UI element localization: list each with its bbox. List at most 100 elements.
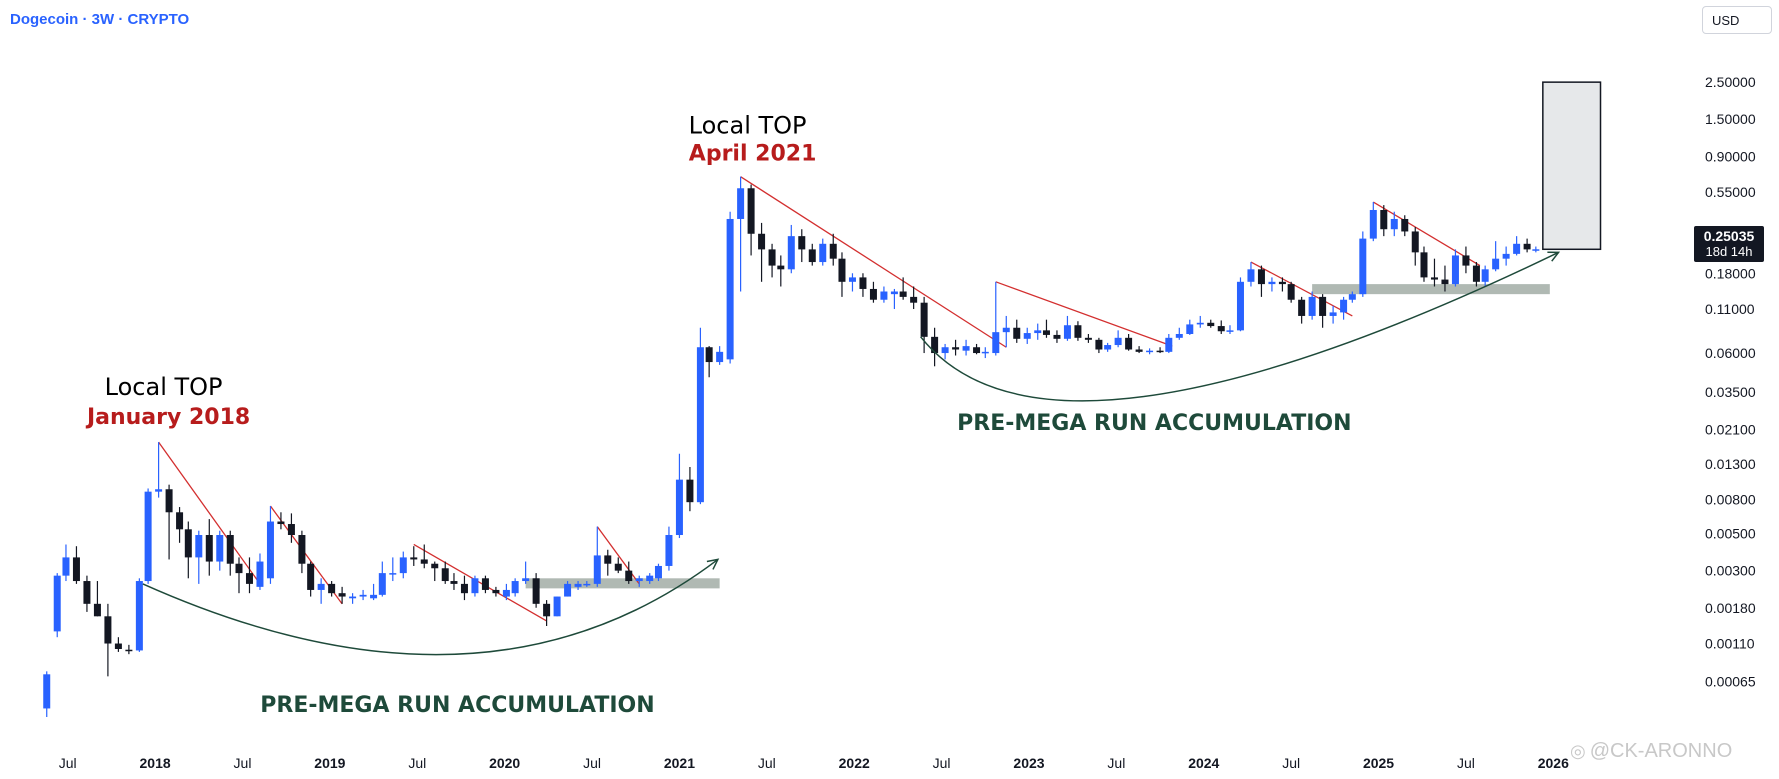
currency-button[interactable]: USD xyxy=(1702,6,1772,34)
candle-up xyxy=(1329,312,1337,316)
candle-down xyxy=(1298,299,1306,316)
candle-up xyxy=(1451,255,1459,285)
candle-up xyxy=(155,489,163,492)
accumulation-label-2: PRE-MEGA RUN ACCUMULATION xyxy=(957,411,1351,436)
candle-down xyxy=(747,188,755,234)
candle-up xyxy=(553,596,561,617)
candle-down xyxy=(1380,209,1388,230)
candle-down xyxy=(931,336,939,354)
candle-up xyxy=(522,578,530,582)
candle-down xyxy=(973,347,981,354)
candle-up xyxy=(890,291,898,295)
candle-up xyxy=(574,583,582,587)
candle-up xyxy=(1513,243,1521,254)
candle-up xyxy=(502,589,510,597)
accumulation-curve xyxy=(920,251,1559,402)
camera-icon: ◎ xyxy=(1570,741,1586,761)
candle-up xyxy=(1348,294,1356,300)
candle-down xyxy=(1217,326,1225,332)
y-tick-label: 0.02100 xyxy=(1705,421,1756,437)
candle-up xyxy=(1226,330,1234,332)
candle-up xyxy=(848,277,856,282)
candle-down xyxy=(1523,243,1531,250)
candle-down xyxy=(1053,334,1061,339)
candle-down xyxy=(235,563,243,574)
candle-up xyxy=(583,583,591,586)
support-zones xyxy=(525,284,1550,589)
y-tick-label: 0.90000 xyxy=(1705,148,1756,164)
candle-down xyxy=(1411,231,1419,253)
candle-up xyxy=(216,535,224,562)
candle-up xyxy=(1481,269,1489,282)
candle-down xyxy=(869,288,877,300)
candle-down xyxy=(93,603,101,617)
y-tick-label: 0.01300 xyxy=(1705,456,1756,472)
last-price: 0.25035 xyxy=(1703,228,1755,244)
trendline xyxy=(158,441,261,585)
candle-down xyxy=(838,258,846,282)
candle-down xyxy=(114,643,122,650)
x-tick-label: 2026 xyxy=(1538,755,1569,771)
x-tick-label: Jul xyxy=(408,755,426,771)
candle-down xyxy=(829,243,837,259)
x-tick-label: 2020 xyxy=(489,755,520,771)
candle-down xyxy=(184,529,192,558)
candle-up xyxy=(635,578,643,582)
candle-up xyxy=(675,479,683,536)
candle-up xyxy=(195,535,203,558)
y-tick-label: 0.11000 xyxy=(1705,301,1755,317)
candle-down xyxy=(104,616,112,644)
trendlines xyxy=(158,176,1481,622)
candle-down xyxy=(1156,350,1164,353)
candle-up xyxy=(646,575,654,582)
candle-up xyxy=(1196,322,1204,325)
trendline xyxy=(1250,261,1353,317)
candle-down xyxy=(808,249,816,263)
candle-up xyxy=(1268,281,1276,285)
candle-up xyxy=(62,557,70,576)
support-zone xyxy=(525,578,720,589)
candle-down xyxy=(481,578,489,590)
candle-up xyxy=(726,218,734,360)
candle-down xyxy=(460,583,468,594)
candle-up xyxy=(962,346,970,351)
watermark: ◎ @CK-ARONNO xyxy=(1570,740,1732,763)
candle-up xyxy=(696,347,704,503)
candle-down xyxy=(910,296,918,303)
candle-down xyxy=(768,249,776,266)
candle-up xyxy=(941,347,949,354)
x-tick-label: 2019 xyxy=(314,755,345,771)
local-top-2018-label: Local TOP xyxy=(105,373,223,401)
accumulation-curve xyxy=(142,558,719,656)
x-tick-label: 2018 xyxy=(140,755,171,771)
candle-up xyxy=(981,351,989,354)
candle-down xyxy=(431,563,439,569)
candle-up xyxy=(1236,281,1244,331)
candle-down xyxy=(410,557,418,560)
target-box xyxy=(1542,81,1602,251)
candle-up xyxy=(1340,299,1348,313)
x-tick-label: Jul xyxy=(59,755,77,771)
candle-up xyxy=(317,583,325,590)
candle-down xyxy=(287,524,295,536)
candle-up xyxy=(1492,258,1500,270)
candle-up xyxy=(665,535,673,566)
candle-down xyxy=(604,555,612,564)
candle-up xyxy=(593,555,601,584)
candle-up xyxy=(144,491,152,582)
y-tick-label: 0.00500 xyxy=(1705,526,1756,542)
candle-up xyxy=(1146,350,1154,353)
candle-down xyxy=(1257,269,1265,285)
candle-down xyxy=(920,302,928,337)
candle-down xyxy=(1125,337,1133,350)
y-tick-label: 1.50000 xyxy=(1705,111,1756,127)
candle-up xyxy=(1369,209,1377,239)
x-tick-label: 2021 xyxy=(664,755,695,771)
candle-up xyxy=(1186,324,1194,334)
y-tick-label: 0.00110 xyxy=(1705,636,1755,652)
y-tick-label: 0.06000 xyxy=(1705,345,1756,361)
candle-down xyxy=(1084,337,1092,340)
x-tick-label: 2024 xyxy=(1188,755,1219,771)
y-tick-label: 0.18000 xyxy=(1705,265,1756,281)
